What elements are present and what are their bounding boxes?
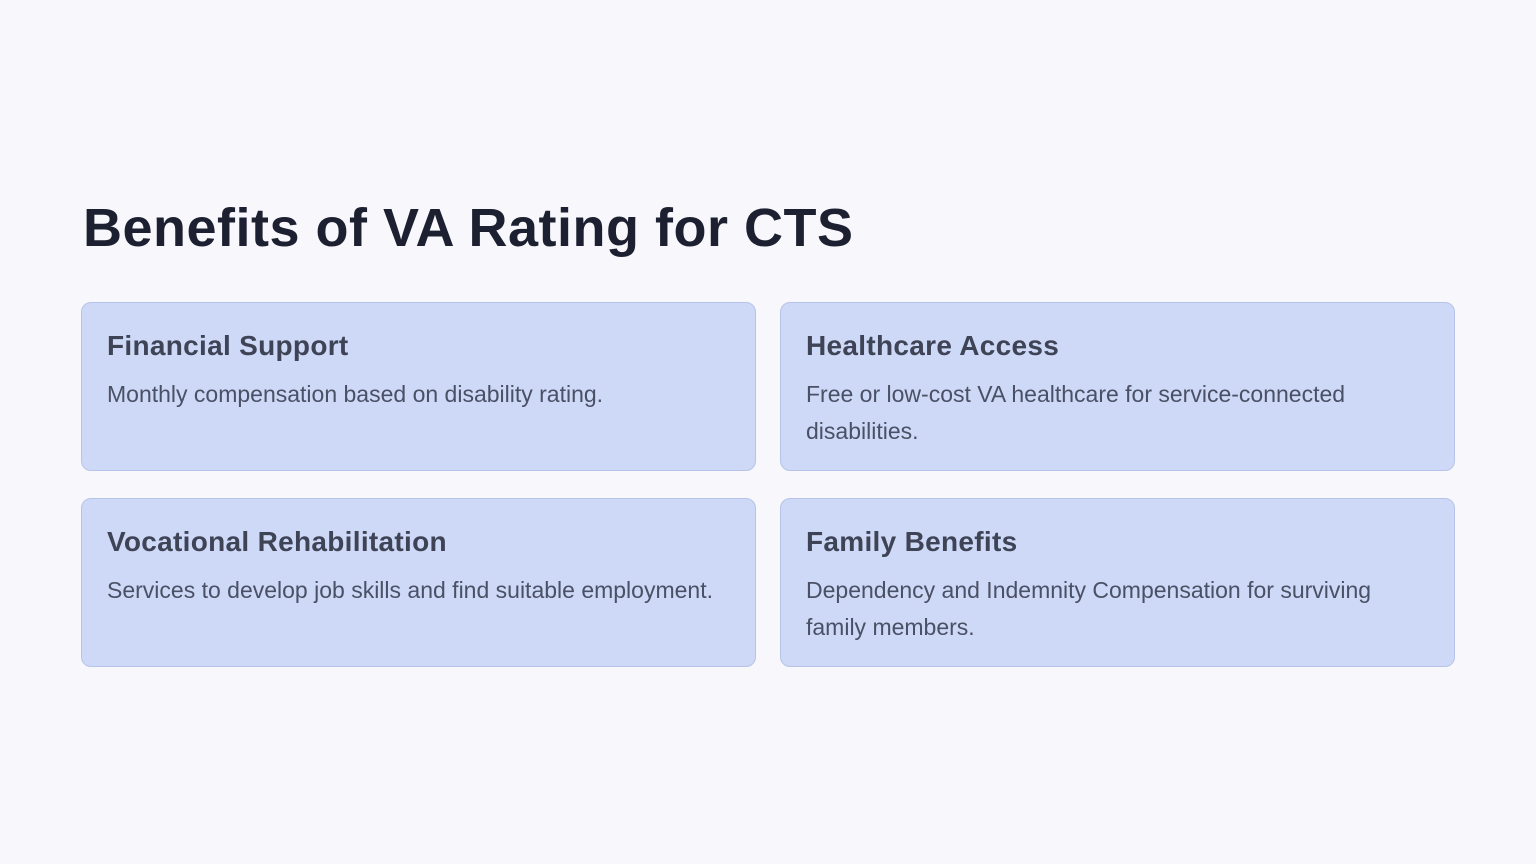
card-heading-healthcare-access: Healthcare Access [806,330,1060,361]
card-heading-vocational-rehabilitation: Vocational Rehabilitation [107,526,447,557]
benefit-card-financial-support: Financial Support Monthly compensation b… [81,302,756,471]
card-body-family-benefits: Dependency and Indemnity Compensation fo… [806,577,1372,640]
benefit-cards-grid: Financial Support Monthly compensation b… [81,302,1455,667]
benefit-card-vocational-rehabilitation: Vocational Rehabilitation Services to de… [81,498,756,667]
card-heading-family-benefits: Family Benefits [806,526,1018,557]
benefit-card-family-benefits: Family Benefits Dependency and Indemnity… [780,498,1455,667]
benefit-card-healthcare-access: Healthcare Access Free or low-cost VA he… [780,302,1455,471]
card-body-vocational-rehabilitation: Services to develop job skills and find … [107,577,713,603]
card-heading-financial-support: Financial Support [107,330,349,361]
card-body-healthcare-access: Free or low-cost VA healthcare for servi… [806,381,1346,444]
card-body-financial-support: Monthly compensation based on disability… [107,381,604,407]
slide-title: Benefits of VA Rating for CTS [83,198,854,258]
